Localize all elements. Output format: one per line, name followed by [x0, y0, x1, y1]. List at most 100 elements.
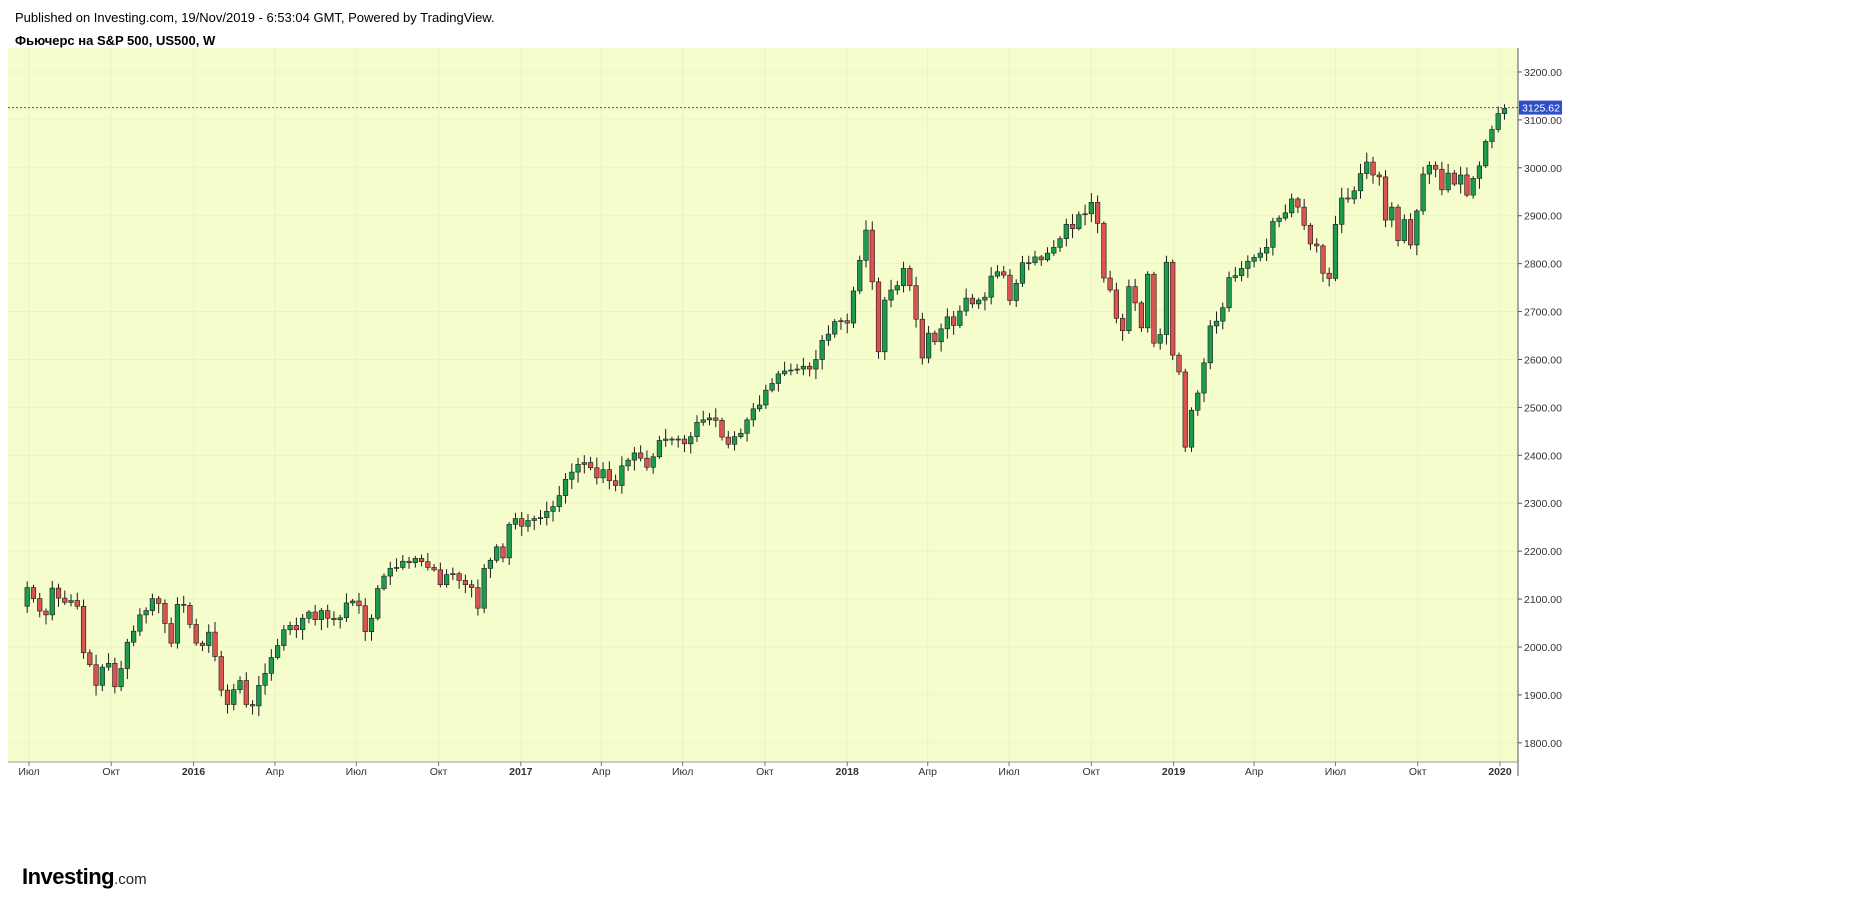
candle	[1382, 170, 1389, 228]
y-tick-label: 2600.00	[1524, 354, 1562, 366]
candle	[331, 611, 337, 626]
candle	[1320, 243, 1326, 282]
candle	[1483, 139, 1489, 168]
candle	[475, 579, 481, 616]
candle	[1301, 198, 1307, 230]
candle	[1264, 238, 1270, 261]
candle	[162, 599, 168, 634]
x-tick-label: Июл	[1325, 766, 1346, 778]
candle	[1032, 250, 1038, 266]
candle	[212, 621, 218, 662]
candle	[62, 590, 68, 606]
candle	[1220, 302, 1226, 330]
candle	[1163, 255, 1170, 345]
candle	[1201, 358, 1207, 402]
candle	[55, 583, 62, 607]
candle	[1026, 255, 1032, 271]
candle	[882, 297, 888, 360]
candle	[763, 384, 769, 409]
candle	[444, 569, 450, 588]
candle	[1063, 218, 1069, 247]
y-tick-label: 2900.00	[1524, 211, 1562, 223]
logo-brand: Investing	[22, 864, 115, 889]
y-tick-label: 2500.00	[1524, 402, 1562, 414]
candle	[300, 614, 306, 640]
candle	[1051, 240, 1057, 256]
candle	[932, 330, 938, 345]
candle	[562, 473, 569, 504]
candle	[1433, 161, 1439, 178]
candle	[1495, 106, 1501, 133]
time-axis[interactable]: Июл Окт 2016 Апр Июл Окт 2017 Апр Июл Окт 2018 Апр И…	[18, 762, 1512, 778]
x-tick-label: Июл	[998, 766, 1019, 778]
candle	[412, 555, 418, 568]
candle	[149, 593, 156, 616]
y-tick-label: 3200.00	[1524, 67, 1562, 79]
candle	[731, 431, 738, 451]
candle	[1232, 266, 1238, 282]
candle	[919, 312, 925, 365]
candle	[350, 598, 356, 607]
candle	[1414, 208, 1420, 256]
candle	[788, 363, 794, 376]
candle	[663, 428, 669, 447]
candle	[775, 370, 781, 392]
candle	[581, 455, 587, 474]
candle	[306, 610, 312, 624]
candle	[907, 265, 913, 291]
candle	[1238, 261, 1245, 282]
candle	[1044, 247, 1051, 262]
candle	[587, 456, 594, 471]
candle	[688, 432, 694, 454]
candle	[1339, 187, 1345, 234]
candle	[318, 607, 325, 631]
x-tick-label: Июл	[18, 766, 39, 778]
candle	[1076, 211, 1082, 231]
candle	[1019, 255, 1026, 288]
candle	[93, 654, 99, 696]
candles	[24, 104, 1508, 717]
candle	[863, 220, 869, 268]
candle	[237, 676, 243, 694]
candle	[713, 408, 719, 428]
candle	[387, 561, 393, 586]
candle	[143, 607, 149, 624]
candle	[738, 428, 744, 439]
candle	[769, 378, 775, 393]
candle	[838, 317, 844, 330]
candle	[600, 462, 606, 484]
candle	[481, 564, 487, 614]
plot-area[interactable]	[8, 48, 1518, 762]
candle	[512, 512, 519, 530]
candle	[756, 395, 763, 412]
price-axis[interactable]: 1800.00 1900.00 2000.00 2100.00 2200.00 2300.…	[8, 48, 1562, 776]
candle	[807, 362, 813, 377]
candle	[1245, 255, 1251, 278]
candle	[1226, 271, 1232, 312]
candle	[494, 544, 500, 563]
candle	[281, 625, 287, 651]
candle	[850, 286, 857, 329]
candle	[569, 463, 575, 490]
candle	[418, 554, 425, 567]
candle	[500, 543, 506, 563]
candle	[274, 638, 281, 660]
y-tick-label: 2800.00	[1524, 259, 1562, 271]
candle	[1276, 215, 1282, 228]
x-tick-label: 2017	[509, 766, 533, 778]
candle	[613, 474, 619, 492]
candle	[1088, 193, 1094, 223]
candle	[174, 597, 181, 649]
candle	[187, 602, 193, 629]
y-tick-label: 2100.00	[1524, 594, 1562, 606]
candle	[1082, 204, 1088, 226]
candle	[1069, 214, 1076, 239]
candle	[681, 435, 688, 453]
candle	[1151, 271, 1157, 348]
candle	[99, 664, 105, 692]
candle	[1213, 311, 1220, 334]
candle	[112, 657, 118, 694]
candle	[431, 564, 437, 572]
candle	[744, 417, 750, 442]
